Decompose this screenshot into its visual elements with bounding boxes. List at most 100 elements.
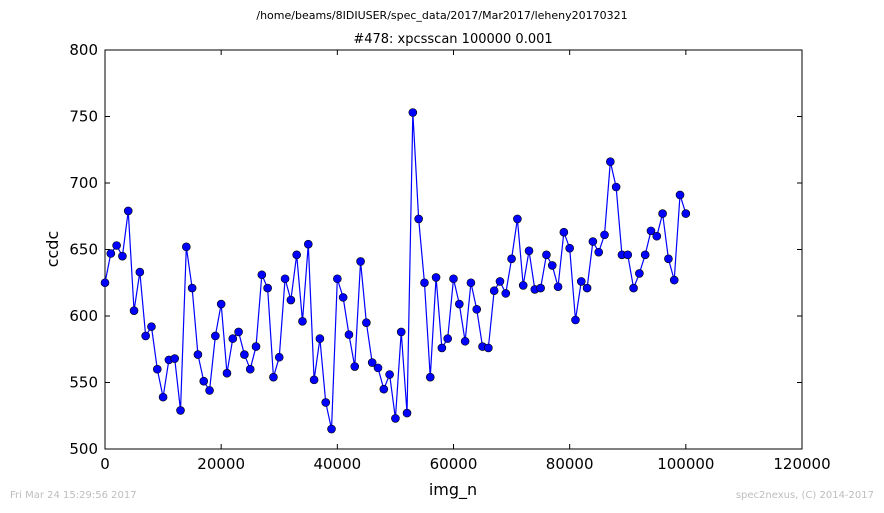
data-point — [216, 299, 226, 309]
data-point — [489, 286, 499, 296]
super-title: /home/beams/8IDIUSER/spec_data/2017/Mar2… — [256, 9, 627, 22]
y-tick-label: 700 — [69, 174, 98, 192]
data-point — [524, 246, 534, 256]
data-point — [431, 273, 441, 282]
data-point — [338, 293, 348, 302]
data-point — [211, 331, 220, 341]
data-point — [292, 250, 301, 260]
data-point — [611, 182, 621, 192]
data-point — [484, 343, 493, 353]
data-point — [518, 281, 528, 290]
data-point — [455, 299, 464, 309]
x-tick-label: 100000 — [657, 455, 714, 473]
data-point — [425, 372, 435, 382]
data-point — [251, 342, 261, 351]
data-point — [501, 289, 511, 298]
data-point — [280, 274, 290, 284]
data-point — [350, 362, 360, 371]
data-point — [385, 370, 394, 379]
y-tick-label: 750 — [69, 108, 98, 126]
plot-area: 0 20000 40000 60000 80000 100000 120000 500 550 6… — [69, 41, 830, 473]
data-point — [333, 274, 342, 284]
x-tick-label: 60000 — [430, 455, 478, 473]
y-tick-label: 500 — [69, 440, 98, 458]
data-point — [141, 331, 150, 341]
x-tick-label: 20000 — [197, 455, 245, 473]
data-point — [646, 226, 656, 236]
data-point — [362, 318, 371, 327]
data-point — [420, 278, 429, 288]
data-point — [187, 283, 197, 293]
data-point — [135, 267, 145, 277]
data-point — [640, 250, 650, 260]
data-point — [193, 350, 203, 359]
data-point — [460, 336, 470, 346]
data-point — [298, 317, 307, 326]
data-point — [669, 275, 679, 285]
data-point — [106, 249, 116, 258]
data-point — [536, 283, 545, 293]
data-point — [582, 283, 592, 293]
data-point — [182, 242, 191, 252]
data-point — [129, 306, 139, 315]
data-point — [356, 257, 365, 266]
data-point — [623, 250, 633, 260]
data-point — [396, 327, 406, 337]
data-point — [123, 206, 133, 216]
data-point — [681, 209, 691, 218]
x-tick-label: 120000 — [773, 455, 830, 473]
chart-title: #478: xpcsscan 100000 0.001 — [353, 32, 552, 47]
data-point — [466, 278, 476, 288]
data-point — [414, 214, 423, 224]
data-point — [373, 363, 383, 373]
data-point — [152, 364, 162, 374]
data-point — [594, 247, 604, 257]
data-point — [100, 278, 110, 288]
y-tick-label: 800 — [69, 41, 98, 59]
data-point — [309, 375, 319, 385]
data-point — [379, 384, 389, 394]
data-point — [303, 239, 313, 249]
data-point — [234, 327, 243, 337]
y-tick-label: 650 — [69, 241, 98, 259]
data-point — [443, 334, 452, 343]
x-tick-label: 80000 — [546, 455, 594, 473]
data-point — [315, 334, 325, 343]
x-tick-label: 40000 — [313, 455, 361, 473]
data-point — [576, 277, 586, 286]
data-point — [321, 398, 331, 407]
data-point — [228, 334, 238, 343]
y-axis-label: ccdc — [43, 231, 62, 268]
y-tick-label: 550 — [69, 374, 98, 392]
data-point — [344, 330, 354, 339]
data-point — [565, 243, 574, 253]
data-point — [118, 251, 127, 261]
data-point — [205, 386, 214, 395]
data-point — [240, 350, 249, 359]
data-point — [263, 283, 272, 293]
footer-credit: spec2nexus, (C) 2014-2017 — [735, 490, 874, 501]
data-point — [327, 424, 336, 434]
data-point — [449, 274, 458, 284]
data-point — [547, 261, 557, 270]
data-point — [112, 241, 121, 250]
data-point — [222, 368, 232, 378]
data-point — [199, 376, 209, 386]
data-point — [147, 322, 156, 331]
data-point — [658, 209, 667, 218]
data-point — [559, 227, 569, 237]
data-point — [571, 315, 580, 325]
data-point — [408, 108, 418, 117]
data-point — [588, 237, 598, 246]
series-line — [104, 112, 687, 430]
data-point — [495, 277, 505, 286]
data-point — [274, 352, 284, 362]
data-point — [675, 190, 685, 200]
data-point — [664, 254, 673, 264]
data-point — [553, 282, 563, 292]
data-point — [286, 295, 296, 305]
data-point — [600, 230, 609, 240]
y-tick-label: 600 — [69, 307, 98, 325]
